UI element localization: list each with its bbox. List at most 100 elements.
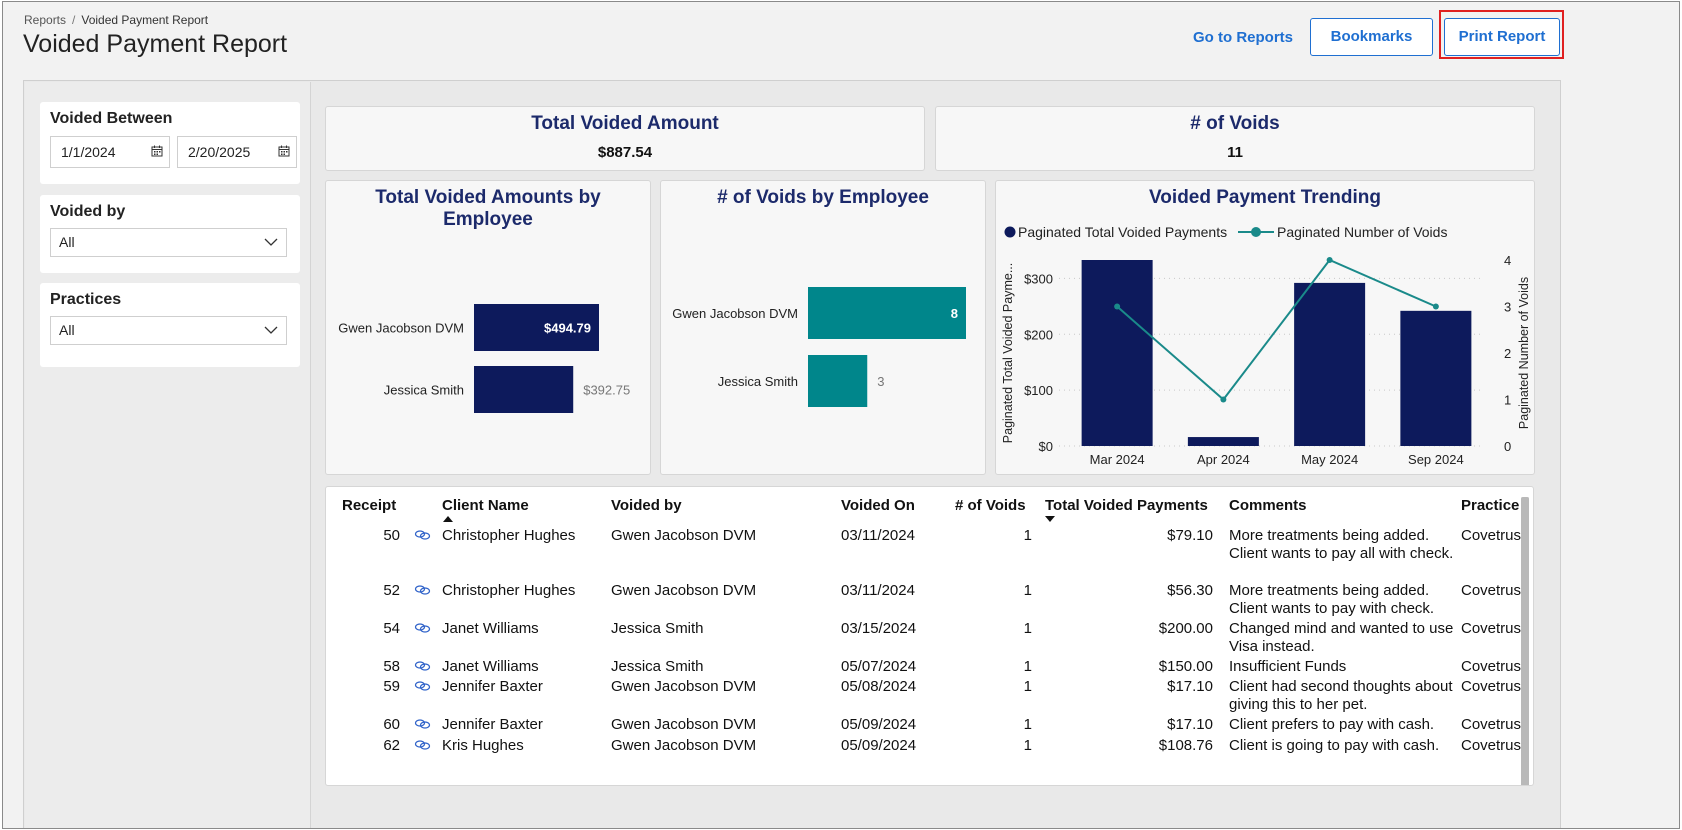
date-to-input[interactable]: 2/20/2025	[177, 136, 297, 168]
bar-1[interactable]	[808, 355, 868, 407]
link-icon[interactable]	[414, 739, 431, 751]
cell-client-name: Jennifer Baxter	[442, 678, 543, 695]
sort-descending-icon	[1045, 516, 1055, 522]
cell-receipt: 50	[383, 527, 400, 544]
calendar-icon[interactable]	[151, 145, 163, 157]
col-header-total-voided-payments[interactable]: Total Voided Payments	[1045, 497, 1208, 514]
bar-0[interactable]	[474, 304, 599, 351]
total-voided-amount-card: Total Voided Amount $887.54	[325, 106, 925, 171]
amounts-by-employee-chart-card: Total Voided Amounts by Employee Gwen Ja…	[325, 180, 651, 475]
cell-comments: More treatments being added. Client want…	[1229, 527, 1454, 562]
bar-2[interactable]	[1294, 282, 1366, 446]
link-icon[interactable]	[414, 622, 431, 634]
bar-0[interactable]	[808, 287, 966, 339]
practices-select[interactable]: All	[50, 316, 287, 345]
table-scrollbar-thumb[interactable]	[1521, 497, 1529, 785]
go-to-reports-button[interactable]: Go to Reports	[1183, 21, 1303, 55]
practices-filter: Practices All	[40, 283, 300, 367]
table-row[interactable]: 52 Christopher Hughes Gwen Jacobson DVM 03/…	[326, 582, 1526, 617]
x-tick-label: Mar 2024	[1090, 452, 1145, 467]
line-point[interactable]	[1114, 303, 1121, 310]
cell-practice: Covetrus	[1461, 658, 1522, 675]
line-point[interactable]	[1326, 257, 1333, 263]
cell-practice: Covetrus	[1461, 620, 1522, 637]
table-row[interactable]: 58 Janet Williams Jessica Smith 05/07/2024 1…	[326, 658, 1526, 675]
category-label: Jessica Smith	[718, 374, 798, 389]
chevron-down-icon	[264, 238, 278, 246]
cell-comments: Client is going to pay with cash.	[1229, 737, 1440, 754]
col-header-practice[interactable]: Practice	[1461, 497, 1520, 514]
cell-receipt: 62	[383, 737, 400, 754]
filter-sidebar: Voided Between 1/1/2024 2/20/2025 Voided…	[25, 82, 311, 828]
data-label: $494.79	[544, 321, 591, 336]
voided-by-select[interactable]: All	[50, 228, 287, 257]
y-tick-right: 1	[1504, 393, 1511, 408]
bookmarks-button[interactable]: Bookmarks	[1310, 18, 1433, 56]
practices-label: Practices	[50, 291, 122, 308]
col-header-client-name[interactable]: Client Name	[442, 497, 529, 514]
bar-1[interactable]	[1187, 437, 1259, 446]
table-row[interactable]: 62 Kris Hughes Gwen Jacobson DVM 05/09/2024…	[326, 737, 1526, 754]
legend-marker	[1251, 227, 1261, 237]
col-header-voided-on[interactable]: Voided On	[841, 497, 915, 514]
legend-marker	[1004, 226, 1016, 238]
cell-num-voids: 1	[1023, 527, 1032, 544]
col-header-num-voids[interactable]: # of Voids	[955, 497, 1026, 514]
category-label: Gwen Jacobson DVM	[338, 321, 464, 336]
col-header-receipt[interactable]: Receipt	[342, 497, 397, 514]
category-label: Gwen Jacobson DVM	[672, 306, 798, 321]
link-icon[interactable]	[414, 680, 431, 692]
table-row[interactable]: 54 Janet Williams Jessica Smith 03/15/2024 1…	[326, 620, 1526, 655]
col-header-voided-by[interactable]: Voided by	[611, 497, 682, 514]
voided-between-filter: Voided Between 1/1/2024 2/20/2025	[40, 102, 300, 184]
cell-practice: Covetrus	[1461, 678, 1522, 695]
total-voided-amount-value: $887.54	[597, 144, 653, 161]
link-icon[interactable]	[414, 718, 431, 730]
link-icon[interactable]	[414, 529, 431, 541]
total-voided-amount-title: Total Voided Amount	[531, 113, 719, 134]
link-icon[interactable]	[414, 584, 431, 596]
chevron-down-icon	[264, 326, 278, 334]
line-series[interactable]	[1116, 258, 1437, 401]
voids-by-employee-chart: Gwen Jacobson DVM 8 Jessica Smith 3	[672, 287, 966, 407]
cell-comments: Client had second thoughts about giving …	[1229, 678, 1453, 713]
link-icon[interactable]	[414, 660, 431, 672]
date-to-value: 2/20/2025	[188, 144, 251, 160]
cell-client-name: Janet Williams	[442, 658, 539, 675]
table-row[interactable]: 50 Christopher Hughes Gwen Jacobson DVM 03/…	[326, 527, 1526, 562]
cell-practice: Covetrus	[1461, 737, 1522, 754]
line-point[interactable]	[1220, 396, 1227, 403]
bar-0[interactable]	[1081, 260, 1153, 446]
cell-voided-on: 05/08/2024	[841, 678, 917, 695]
data-label: $392.75	[583, 383, 630, 398]
line-point[interactable]	[1432, 303, 1439, 310]
cell-total-voided: $108.76	[1158, 737, 1213, 754]
table-row[interactable]: 60 Jennifer Baxter Gwen Jacobson DVM 05/09/…	[326, 716, 1526, 733]
cell-client-name: Jennifer Baxter	[442, 716, 543, 733]
print-report-button[interactable]: Print Report	[1444, 18, 1560, 56]
bar-3[interactable]	[1400, 310, 1472, 446]
voided-by-label: Voided by	[50, 203, 126, 220]
date-from-input[interactable]: 1/1/2024	[50, 136, 170, 168]
y-tick-right: 0	[1504, 439, 1511, 454]
y-tick-right: 4	[1504, 253, 1511, 268]
legend-label[interactable]: Paginated Number of Voids	[1277, 224, 1447, 240]
y-tick-right: 2	[1504, 346, 1511, 361]
col-header-comments[interactable]: Comments	[1229, 497, 1307, 514]
cell-practice: Covetrus	[1461, 582, 1522, 599]
data-label: 3	[877, 374, 884, 389]
voided-payment-trending-chart: Paginated Total Voided Payments Paginated…	[1001, 224, 1531, 467]
cell-voided-by: Gwen Jacobson DVM	[611, 716, 757, 733]
cell-comments: More treatments being added. Client want…	[1229, 582, 1435, 617]
cell-comments: Changed mind and wanted to use Visa inst…	[1229, 620, 1454, 655]
table-row[interactable]: 59 Jennifer Baxter Gwen Jacobson DVM 05/08/…	[326, 678, 1526, 713]
breadcrumb-reports-link[interactable]: Reports	[24, 13, 67, 27]
cell-voided-by: Jessica Smith	[611, 620, 704, 637]
breadcrumb-current: Voided Payment Report	[81, 13, 209, 27]
practices-value: All	[59, 322, 75, 338]
cell-num-voids: 1	[1023, 620, 1032, 637]
calendar-icon[interactable]	[278, 145, 290, 157]
cell-total-voided: $56.30	[1167, 582, 1213, 599]
legend-label[interactable]: Paginated Total Voided Payments	[1018, 224, 1227, 240]
bar-1[interactable]	[474, 366, 574, 413]
